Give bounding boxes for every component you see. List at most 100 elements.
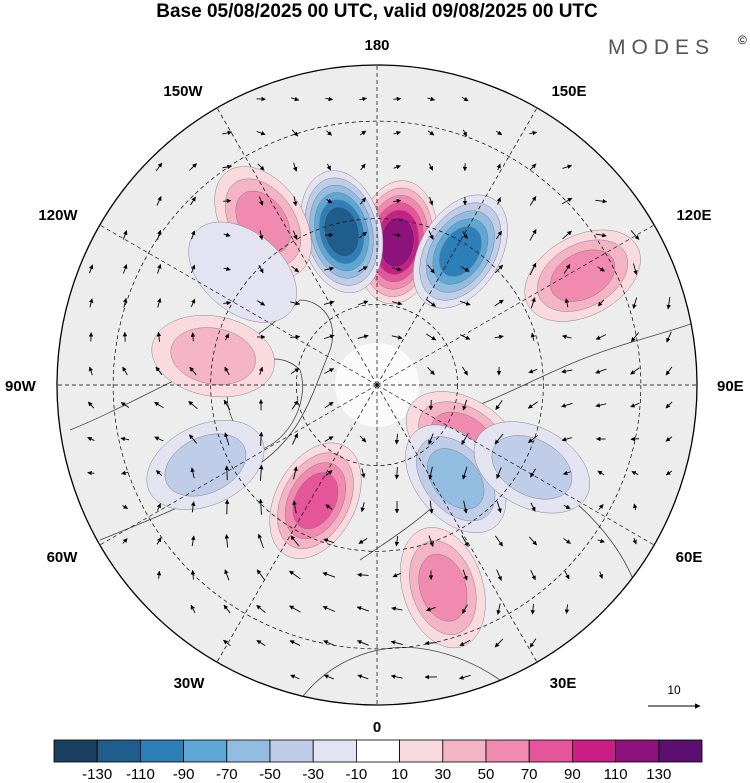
wind-vector-112: [323, 674, 334, 680]
wind-vector-208: [530, 502, 536, 512]
latitude-circle-50: [210, 218, 544, 552]
wind-vector-143: [390, 640, 403, 645]
wind-vector-173: [461, 433, 469, 445]
wind-vector-80: [292, 196, 298, 207]
wind-vector-211: [530, 603, 536, 615]
wind-vector-12: [120, 402, 130, 408]
wind-vector-138: [394, 467, 400, 480]
wind-vector-180: [458, 674, 471, 680]
wind-vector-87: [292, 433, 298, 445]
wind-vector-100: [324, 266, 335, 272]
wind-vector-116: [359, 197, 367, 205]
wind-vector-178: [462, 604, 468, 614]
latitude-circle-70: [296, 304, 458, 466]
wind-vector-133: [392, 232, 402, 238]
wind-vector-168: [460, 266, 470, 272]
colorbar-swatch-6: [312, 739, 357, 763]
wind-vector-151: [426, 299, 436, 307]
wind-vector-225: [564, 570, 570, 580]
wind-vector-108: [323, 538, 335, 544]
wind-vector-6: [87, 470, 95, 476]
wind-vector-63: [259, 196, 264, 206]
wind-vector-150: [427, 264, 435, 274]
anomaly-center-4: [524, 229, 641, 322]
wind-vector-212: [529, 638, 537, 648]
wind-vector-251: [665, 366, 673, 376]
wind-vector-187: [494, 334, 504, 340]
colorbar-swatch-5: [269, 739, 314, 763]
wind-vector-176: [461, 535, 469, 547]
wind-vector-93: [289, 640, 301, 646]
wind-vector-35: [190, 332, 196, 342]
wind-vector-75: [256, 604, 266, 614]
wind-vector-4: [87, 401, 95, 409]
wind-vector-226: [564, 604, 570, 614]
lon-label-90w: 90W: [5, 378, 37, 395]
anomaly-contour-10-1: [491, 435, 573, 500]
wind-vector-183: [496, 196, 502, 205]
wind-vector-175: [463, 500, 468, 514]
wind-vector-124: [358, 538, 368, 544]
wind-vector-132: [393, 198, 402, 204]
wind-vector-203: [530, 332, 536, 342]
wind-vector-158: [428, 535, 434, 547]
colorbar-tick-label: 90: [564, 766, 581, 783]
anomaly-field: [146, 166, 641, 649]
wind-vector-192: [496, 501, 502, 513]
meridian-120: [376, 224, 655, 386]
wind-vector-128: [357, 674, 369, 680]
wind-vector-194: [496, 569, 502, 581]
wind-vector-239: [630, 230, 640, 240]
colorbar-tick-label: -90: [173, 766, 195, 783]
colorbar-tick-label: 130: [646, 766, 671, 783]
wind-vector-28: [156, 537, 162, 545]
wind-vector-22: [156, 331, 162, 342]
colorbar-swatch-0: [53, 739, 98, 763]
wind-vector-222: [562, 470, 571, 476]
wind-vector-160: [426, 606, 436, 612]
wind-vector-117: [359, 231, 367, 239]
wind-vector-240: [633, 263, 638, 275]
colorbar-tick-label: -30: [302, 766, 324, 783]
wind-vector-131: [393, 165, 401, 170]
wind-vector-254: [665, 470, 673, 476]
wind-vector-96: [326, 130, 332, 136]
wind-vector-163: [461, 96, 469, 102]
wind-vector-29: [156, 570, 162, 579]
wind-vector-147: [428, 163, 434, 171]
wind-vector-8: [123, 264, 128, 274]
wind-vector-0: [89, 264, 94, 274]
wind-vector-249: [666, 296, 671, 310]
meridian-210: [216, 107, 378, 386]
brand-mark: ©: [738, 33, 747, 47]
wind-vector-62: [257, 163, 265, 171]
wind-vector-3: [88, 366, 94, 376]
wind-vector-205: [527, 401, 538, 409]
wind-vector-238: [598, 571, 604, 579]
colorbar-tick-label: -50: [259, 766, 281, 783]
wind-vector-155: [428, 433, 434, 445]
wind-vector-189: [495, 400, 503, 410]
wind-vector-169: [459, 300, 471, 306]
colorbar-tick-label: -10: [346, 766, 368, 783]
wind-vector-114: [359, 130, 367, 136]
wind-vector-45: [222, 164, 232, 170]
wind-vector-214: [561, 197, 573, 205]
wind-vector-235: [597, 470, 605, 476]
wind-vector-49: [223, 300, 232, 306]
wind-vector-152: [425, 333, 437, 341]
wind-vector-224: [563, 538, 571, 544]
wind-vector-91: [289, 570, 301, 580]
colorbar-swatch-7: [355, 739, 400, 763]
wind-vector-252: [665, 401, 673, 409]
vector-reference-label: 10: [667, 683, 681, 697]
wind-vector-38: [189, 434, 197, 444]
colorbar-swatch-8: [399, 739, 444, 763]
map-disc: [56, 64, 698, 706]
wind-vector-154: [428, 400, 434, 411]
wind-vector-64: [258, 230, 264, 240]
colorbar-swatch-3: [183, 739, 228, 763]
wind-vector-230: [597, 299, 605, 307]
wind-vector-23: [155, 366, 163, 376]
wind-vector-174: [462, 466, 468, 480]
